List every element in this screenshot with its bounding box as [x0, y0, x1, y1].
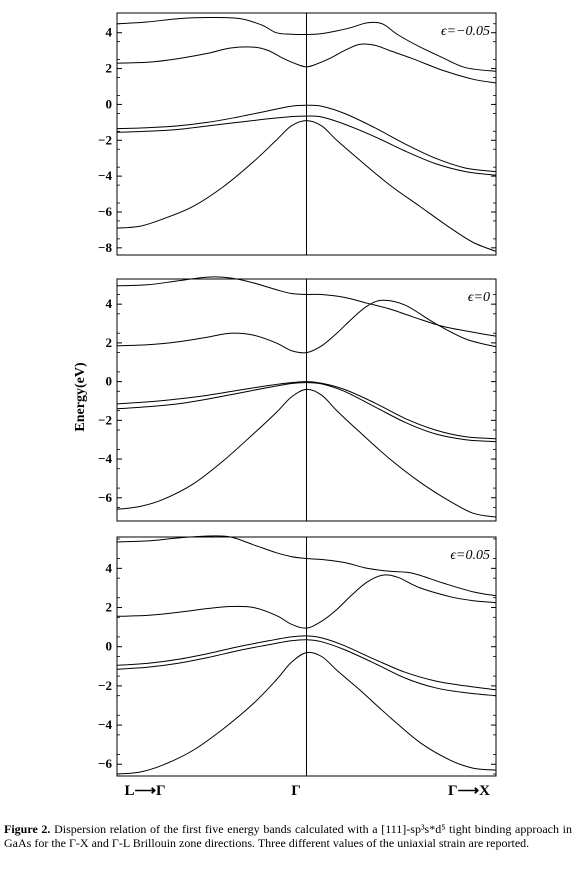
- band-structure-figure: −8 −6 −4 −2 0 2 4 ϵ=−0.05 −6 −4 −2 0 2 4 ϵ=0 −6 −4 −2 0 2 4 ϵ…: [73, 12, 497, 799]
- y-tick-label: 0: [106, 639, 113, 654]
- band-4: [116, 115, 497, 176]
- y-tick-label: −6: [98, 490, 112, 505]
- y-tick-label: −6: [98, 204, 112, 219]
- y-tick-label: 2: [106, 600, 113, 615]
- y-tick-label: −2: [98, 412, 112, 427]
- strain-label: ϵ=−0.05: [441, 24, 490, 39]
- y-axis-label: Energy(eV): [73, 362, 88, 432]
- x-tick-label-Gamma-X: Γ⟶X: [448, 783, 490, 799]
- x-tick-label-Gamma: Γ: [291, 783, 301, 799]
- panel-1: −8 −6 −4 −2 0 2 4 ϵ=−0.05: [98, 12, 497, 256]
- band-5: [116, 651, 497, 775]
- band-2: [116, 299, 497, 354]
- band-5: [116, 120, 497, 252]
- band-3: [116, 104, 497, 173]
- band-3: [116, 381, 497, 440]
- y-tick-label: 2: [106, 61, 113, 76]
- band-2: [116, 574, 497, 629]
- band-1: [116, 16, 497, 72]
- caption-label: Figure 2.: [4, 822, 51, 836]
- y-tick-label: −4: [98, 451, 112, 466]
- y-tick-label: −6: [98, 756, 112, 771]
- figure-caption: Figure 2. Dispersion relation of the fir…: [4, 822, 572, 850]
- y-tick-label: 4: [106, 25, 113, 40]
- y-tick-label: 4: [106, 296, 113, 311]
- strain-label: ϵ=0: [468, 290, 490, 305]
- band-3: [116, 635, 497, 691]
- y-tick-label: −4: [98, 717, 112, 732]
- band-2: [116, 43, 497, 84]
- x-tick-label-L-Gamma: L⟶Γ: [124, 783, 165, 799]
- caption-text: Dispersion relation of the first five en…: [4, 822, 572, 850]
- band-4: [116, 382, 497, 443]
- panel-2: −6 −4 −2 0 2 4 ϵ=0: [98, 276, 497, 522]
- y-tick-label: 0: [106, 96, 113, 111]
- panel-3: −6 −4 −2 0 2 4 ϵ=0.05: [98, 535, 497, 777]
- y-tick-label: 4: [106, 560, 113, 575]
- band-1: [116, 276, 497, 337]
- y-tick-label: −2: [98, 132, 112, 147]
- y-tick-label: −2: [98, 678, 112, 693]
- strain-label: ϵ=0.05: [450, 548, 490, 563]
- band-5: [116, 388, 497, 518]
- band-4: [116, 639, 497, 697]
- band-1: [116, 535, 497, 597]
- y-tick-label: −8: [98, 240, 112, 255]
- y-tick-label: 2: [106, 335, 113, 350]
- y-tick-label: 0: [106, 374, 113, 389]
- y-tick-label: −4: [98, 168, 112, 183]
